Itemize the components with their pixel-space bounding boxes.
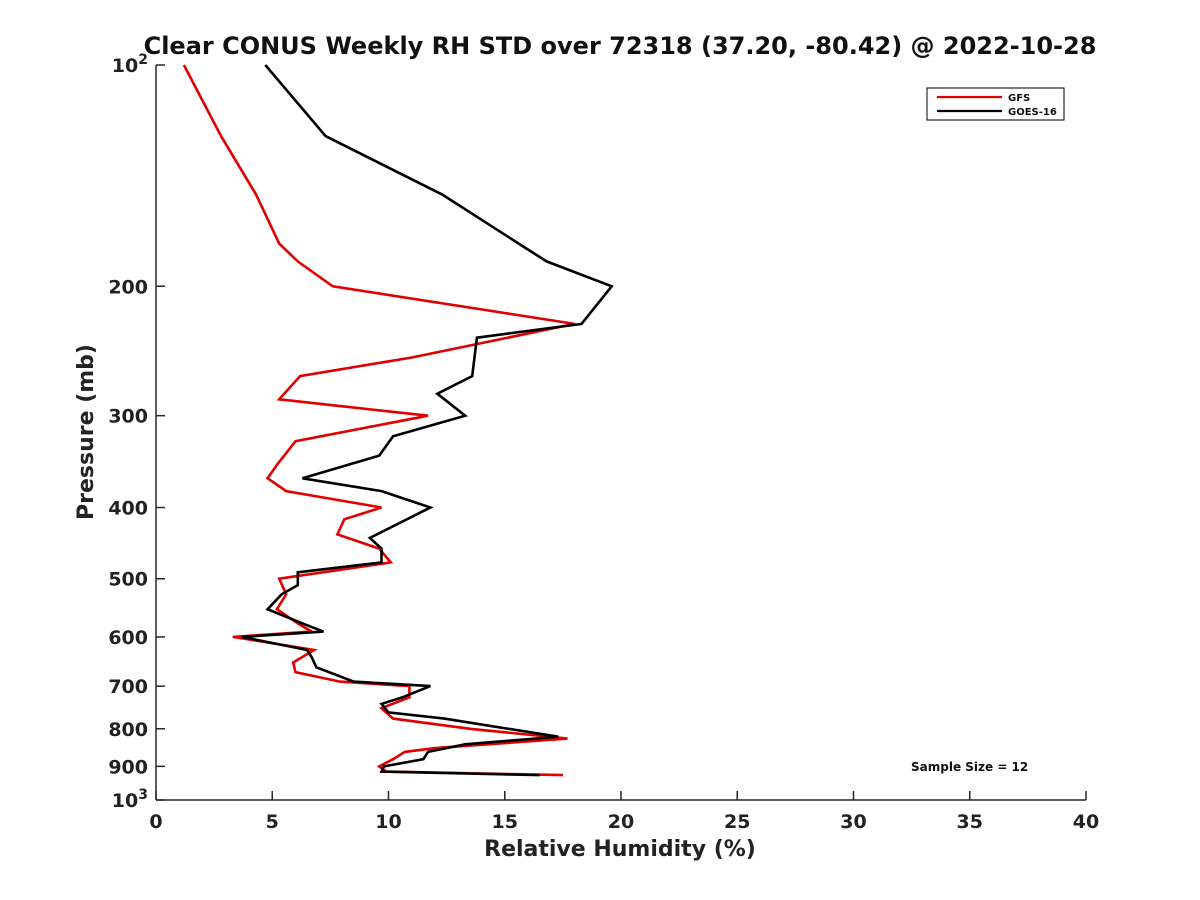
legend-label-gfs: GFS: [1008, 93, 1030, 104]
legend-box: [926, 87, 1065, 121]
x-tick-label: 40: [1073, 811, 1099, 833]
x-axis-label: Relative Humidity (%): [484, 837, 756, 862]
y-tick-label: 103: [112, 787, 148, 812]
y-tick-label: 900: [108, 756, 148, 778]
series-layer: [182, 64, 614, 777]
y-tick-label: 400: [108, 498, 148, 520]
legend: GFS GOES-16: [926, 87, 1065, 121]
y-tick-label: 800: [108, 719, 148, 741]
y-axis-label: Pressure (mb): [74, 344, 99, 520]
y-tick-label: 700: [108, 676, 148, 698]
x-tick-label: 35: [957, 811, 983, 833]
x-tick-label: 15: [492, 811, 518, 833]
sample-size-annotation: Sample Size = 12: [911, 760, 1028, 774]
y-tick-label: 600: [108, 627, 148, 649]
y-tick-label: 500: [108, 569, 148, 591]
series-line-goes16: [241, 64, 614, 777]
chart-title: Clear CONUS Weekly RH STD over 72318 (37…: [144, 32, 1097, 60]
legend-label-goes16: GOES-16: [1008, 107, 1057, 118]
x-tick-label: 30: [840, 811, 866, 833]
x-axis-ticks: 0 5 10 15 20 25 30 35 40: [149, 791, 1099, 833]
x-tick-label: 10: [375, 811, 401, 833]
x-tick-label: 0: [149, 811, 162, 833]
x-tick-label: 20: [608, 811, 634, 833]
x-tick-label: 5: [266, 811, 279, 833]
series-line-gfs: [182, 64, 575, 777]
y-tick-label: 200: [108, 276, 148, 298]
y-tick-label: 102: [112, 52, 148, 77]
y-tick-label: 300: [108, 406, 148, 428]
x-tick-label: 25: [724, 811, 750, 833]
plot-area: 0 5 10 15 20 25 30 35 40 102 200 300 400 500 600 700 80…: [108, 52, 1099, 833]
y-axis-ticks: 102 200 300 400 500 600 700 800 900 103: [108, 52, 165, 812]
